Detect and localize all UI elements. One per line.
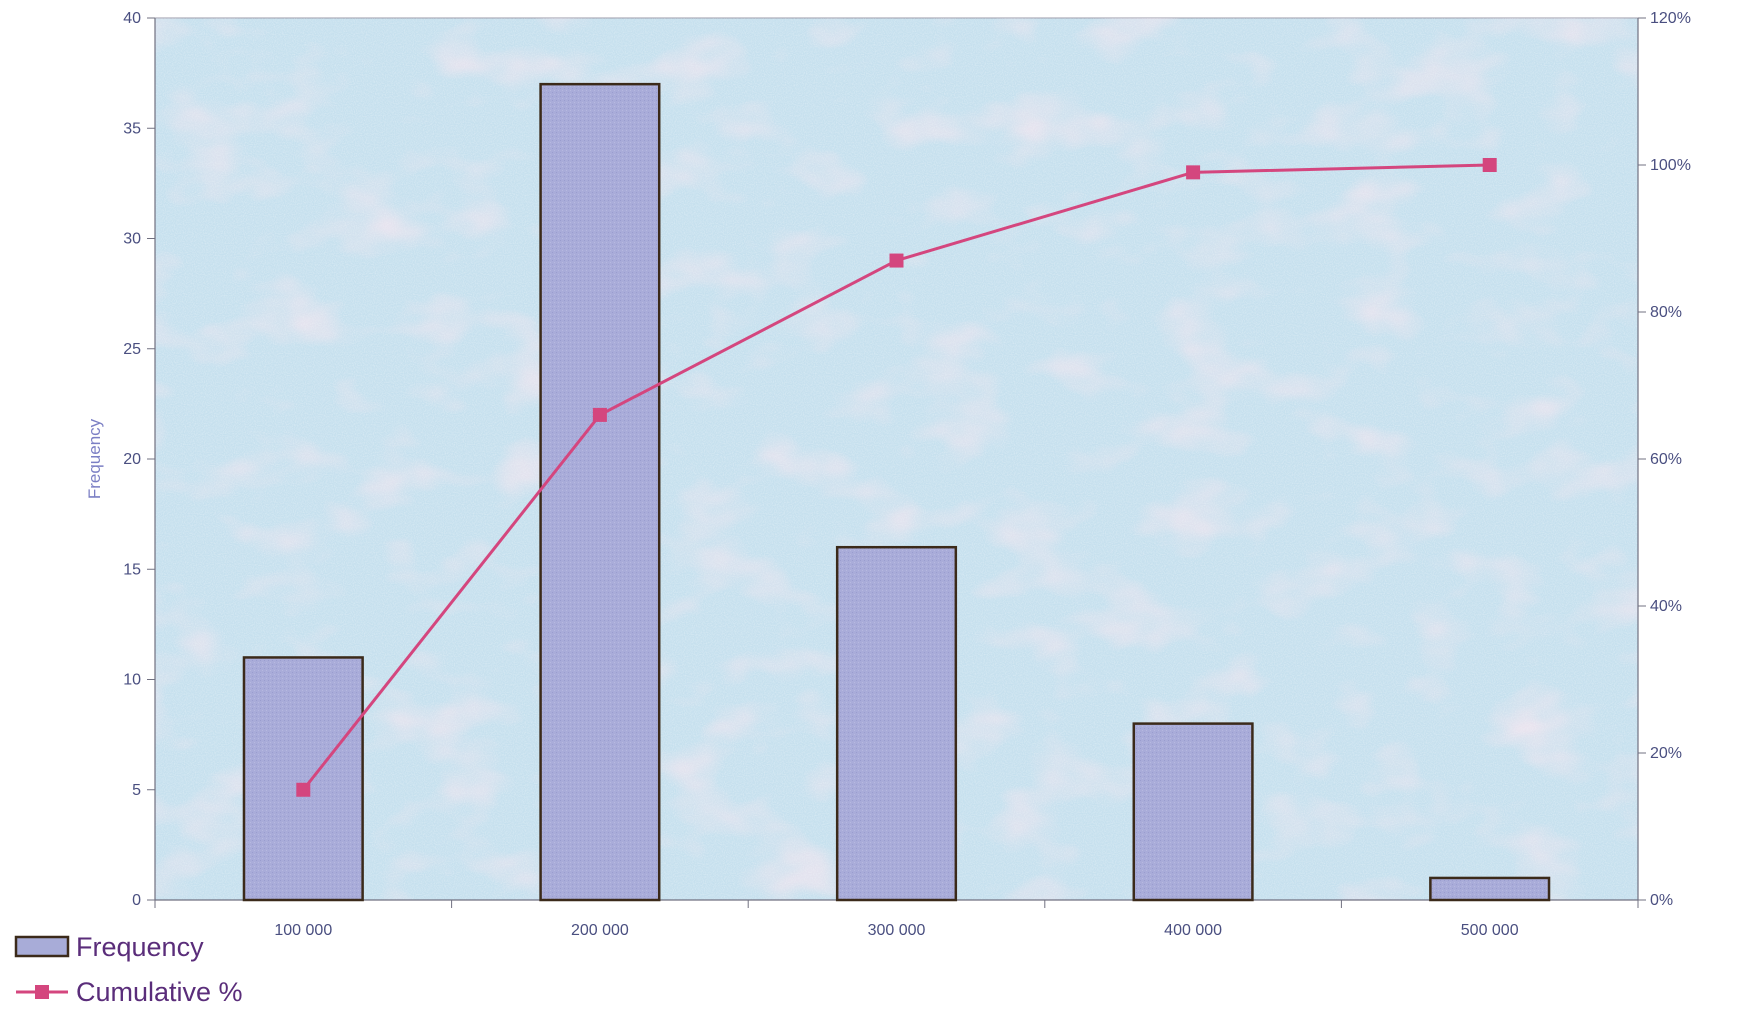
- y2-tick-label-0: 0%: [1650, 892, 1673, 909]
- x-tick-label-4: 500 000: [1461, 922, 1519, 939]
- legend: Frequency Cumulative %: [14, 932, 243, 1007]
- y2-tick-label-2: 40%: [1650, 598, 1682, 615]
- bar-4: [1429, 876, 1551, 902]
- cumulative-point-2: [889, 253, 904, 268]
- x-tick-label-0: 100 000: [274, 922, 332, 939]
- y-tick-label-7: 35: [123, 120, 141, 137]
- bar-2: [835, 545, 958, 902]
- legend-label-frequency: Frequency: [76, 932, 204, 962]
- y-tick-label-4: 20: [123, 451, 141, 468]
- cumulative-point-0: [296, 782, 311, 797]
- bar-0: [242, 656, 364, 902]
- legend-item-frequency: Frequency: [14, 932, 204, 962]
- cumulative-point-4: [1482, 158, 1497, 172]
- cumulative-point-1: [592, 407, 607, 422]
- y2-tick-label-3: 60%: [1650, 451, 1682, 468]
- x-tick-label-3: 400 000: [1164, 922, 1222, 939]
- cumulative-point-3: [1186, 165, 1201, 180]
- y-tick-label-5: 25: [123, 341, 141, 358]
- y-tick-label-2: 10: [123, 672, 141, 689]
- legend-marker-cumulative: [35, 985, 49, 999]
- y-tick-label-8: 40: [123, 10, 141, 27]
- y2-tick-label-6: 120%: [1650, 10, 1691, 27]
- line-series-cumulative: [296, 158, 1497, 797]
- y-axis-title: Frequency: [85, 418, 104, 499]
- legend-swatch-frequency: [14, 935, 70, 958]
- bar-3: [1132, 722, 1254, 902]
- x-tick-label-1: 200 000: [571, 922, 629, 939]
- legend-label-cumulative: Cumulative %: [76, 977, 243, 1007]
- x-tick-label-2: 300 000: [868, 922, 926, 939]
- legend-item-cumulative: Cumulative %: [16, 977, 243, 1007]
- bar-1: [539, 82, 661, 902]
- y2-tick-label-4: 80%: [1650, 304, 1682, 321]
- tick-labels: 0 5 10 15 20 25 30 35 40 0% 20% 40% 60% 80% 100% 120% 10…: [123, 10, 1691, 939]
- y-tick-label-3: 15: [123, 561, 141, 578]
- y-tick-label-6: 30: [123, 231, 141, 248]
- y-tick-label-0: 0: [132, 892, 141, 909]
- y2-tick-label-1: 20%: [1650, 745, 1682, 762]
- y-tick-label-1: 5: [132, 782, 141, 799]
- y2-tick-label-5: 100%: [1650, 157, 1691, 174]
- bar-series-frequency: [242, 82, 1551, 902]
